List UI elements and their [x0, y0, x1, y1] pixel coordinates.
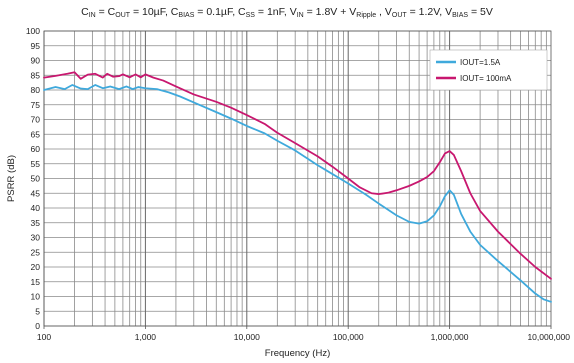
y-tick-label: 90 — [31, 56, 41, 66]
chart-title: CIN = COUT = 10µF, CBIAS = 0.1µF, CSS = … — [81, 6, 493, 19]
y-tick-label: 60 — [31, 144, 41, 154]
y-tick-label: 45 — [31, 188, 41, 198]
title-part: IN — [89, 12, 96, 19]
title-part: BIAS — [178, 12, 194, 19]
title-part: = 5V — [468, 6, 493, 18]
x-tick-label: 1,000,000 — [431, 332, 469, 342]
y-tick-label: 65 — [31, 129, 41, 139]
y-tick-label: 20 — [31, 262, 41, 272]
y-tick-label: 10 — [31, 292, 41, 302]
y-tick-label: 80 — [31, 85, 41, 95]
title-part: SS — [246, 12, 256, 19]
x-tick-label: 1,000 — [135, 332, 157, 342]
series-group — [43, 71, 552, 303]
y-tick-label: 0 — [35, 321, 40, 331]
y-axis: 0 5 10 15 20 25 30 35 40 45 50 55 60 65 70 75 80 85 90 95 10… — [26, 26, 40, 331]
y-tick-label: 95 — [31, 41, 41, 51]
x-axis: 100 1,000 10,000 100,000 1,000,000 10,000,000 — [37, 326, 570, 342]
title-part: = 1.2V, V — [407, 6, 452, 18]
x-tick-label: 10,000 — [234, 332, 260, 342]
series-line-1 — [43, 84, 552, 303]
series-line-2 — [43, 71, 552, 280]
x-tick-label: 10,000,000 — [527, 332, 570, 342]
y-tick-label: 50 — [31, 174, 41, 184]
y-tick-label: 30 — [31, 233, 41, 243]
y-tick-label: 5 — [35, 306, 40, 316]
y-tick-label: 55 — [31, 159, 41, 169]
y-tick-label: 85 — [31, 70, 41, 80]
grid — [43, 30, 551, 327]
y-tick-label: 100 — [26, 26, 40, 36]
title-part: = 10µF, C — [130, 6, 179, 18]
y-tick-label: 40 — [31, 203, 41, 213]
y-axis-label: PSRR (dB) — [6, 155, 17, 202]
y-tick-label: 25 — [31, 247, 41, 257]
title-part: OUT — [115, 12, 131, 19]
title-part: Ripple — [356, 12, 376, 19]
legend-label: IOUT=1.5A — [460, 58, 501, 67]
title-part: = 0.1µF, C — [194, 6, 246, 18]
legend-box — [429, 49, 548, 91]
x-tick-label: 100 — [37, 332, 51, 342]
legend: IOUT=1.5A IOUT= 100mA — [429, 49, 548, 91]
title-part: = 1.8V + V — [304, 6, 357, 18]
title-part: OUT — [392, 12, 408, 19]
title-part: , V — [376, 6, 392, 18]
y-tick-label: 75 — [31, 100, 41, 110]
title-part: BIAS — [452, 12, 468, 19]
title-part: = 1nF, V — [255, 6, 297, 18]
y-tick-label: 15 — [31, 277, 41, 287]
y-tick-label: 35 — [31, 218, 41, 228]
x-axis-label: Frequency (Hz) — [265, 348, 330, 359]
plot-frame — [43, 30, 552, 327]
legend-label: IOUT= 100mA — [460, 74, 512, 83]
title-part: = C — [96, 6, 116, 18]
y-tick-label: 70 — [31, 115, 41, 125]
title-part: IN — [297, 12, 304, 19]
title-part: C — [81, 6, 89, 18]
x-tick-label: 100,000 — [333, 332, 364, 342]
